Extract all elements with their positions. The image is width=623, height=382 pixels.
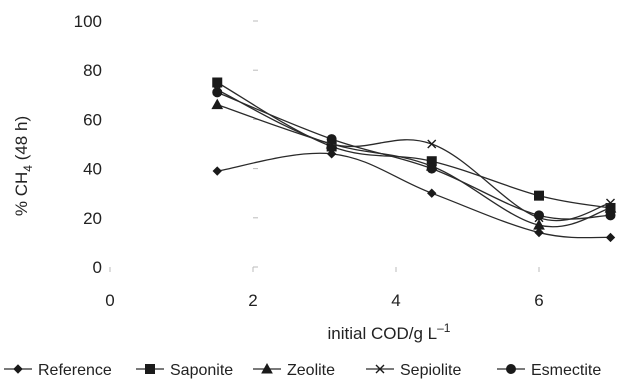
x-axis-title: initial COD/g L–1 <box>328 321 451 343</box>
data-point-esmectite <box>326 134 337 145</box>
legend-label-sepiolite: Sepiolite <box>400 362 461 379</box>
legend-item-esmectite: Esmectite <box>497 362 601 379</box>
data-point-reference <box>534 227 544 238</box>
series-layer <box>211 77 617 243</box>
series-line-sepiolite <box>216 89 611 222</box>
legend-marker-reference <box>13 364 23 374</box>
data-point-esmectite <box>534 210 544 221</box>
data-point-zeolite <box>533 219 545 230</box>
legend-label-reference: Reference <box>38 362 112 379</box>
data-point-reference <box>326 149 337 159</box>
series-line-saponite <box>216 81 611 209</box>
data-point-saponite <box>212 77 223 88</box>
x-tick-label: 0 <box>105 291 114 310</box>
data-point-sepiolite <box>606 198 615 208</box>
legend: Reference Saponite Zeolite Sepiolite Esmecti… <box>4 362 601 379</box>
y-axis-ticks: 0 20 40 60 80 100 <box>74 12 258 277</box>
data-point-saponite <box>534 190 544 201</box>
series-line-zeolite <box>217 104 611 228</box>
series-line-reference <box>217 152 611 239</box>
legend-label-zeolite: Zeolite <box>287 362 335 379</box>
y-tick-label: 40 <box>83 160 102 179</box>
y-tick-label: 60 <box>83 110 102 129</box>
data-point-sepiolite <box>427 139 437 149</box>
series-line-esmectite <box>217 91 611 220</box>
y-tick-label: 100 <box>74 12 102 31</box>
series-reference <box>212 149 616 243</box>
data-point-esmectite <box>605 210 616 221</box>
series-saponite <box>212 77 616 213</box>
y-axis-title: % CH4 (48 h) <box>12 116 35 216</box>
data-point-esmectite <box>212 87 223 98</box>
data-point-reference <box>605 232 616 243</box>
x-tick-label: 6 <box>534 291 543 310</box>
legend-label-esmectite: Esmectite <box>531 362 601 379</box>
legend-marker-sepiolite <box>375 364 385 374</box>
series-sepiolite <box>212 85 615 223</box>
data-point-reference <box>427 188 437 198</box>
series-esmectite <box>212 87 616 221</box>
legend-marker-esmectite <box>506 364 516 374</box>
legend-item-sepiolite: Sepiolite <box>366 362 461 379</box>
legend-marker-saponite <box>145 364 155 374</box>
x-tick-label: 4 <box>391 291 400 310</box>
legend-item-saponite: Saponite <box>136 362 233 379</box>
legend-item-reference: Reference <box>4 362 112 379</box>
legend-marker-zeolite <box>261 362 273 374</box>
data-point-zeolite <box>211 98 224 110</box>
x-axis-ticks: 0 2 4 6 <box>105 267 544 310</box>
y-tick-label: 80 <box>83 61 102 80</box>
x-tick-label: 2 <box>248 291 257 310</box>
data-point-esmectite <box>426 163 437 174</box>
data-point-reference <box>212 166 222 176</box>
legend-label-saponite: Saponite <box>170 362 233 379</box>
y-tick-label: 0 <box>93 258 102 277</box>
y-tick-label: 20 <box>83 209 102 228</box>
legend-item-zeolite: Zeolite <box>253 362 335 379</box>
